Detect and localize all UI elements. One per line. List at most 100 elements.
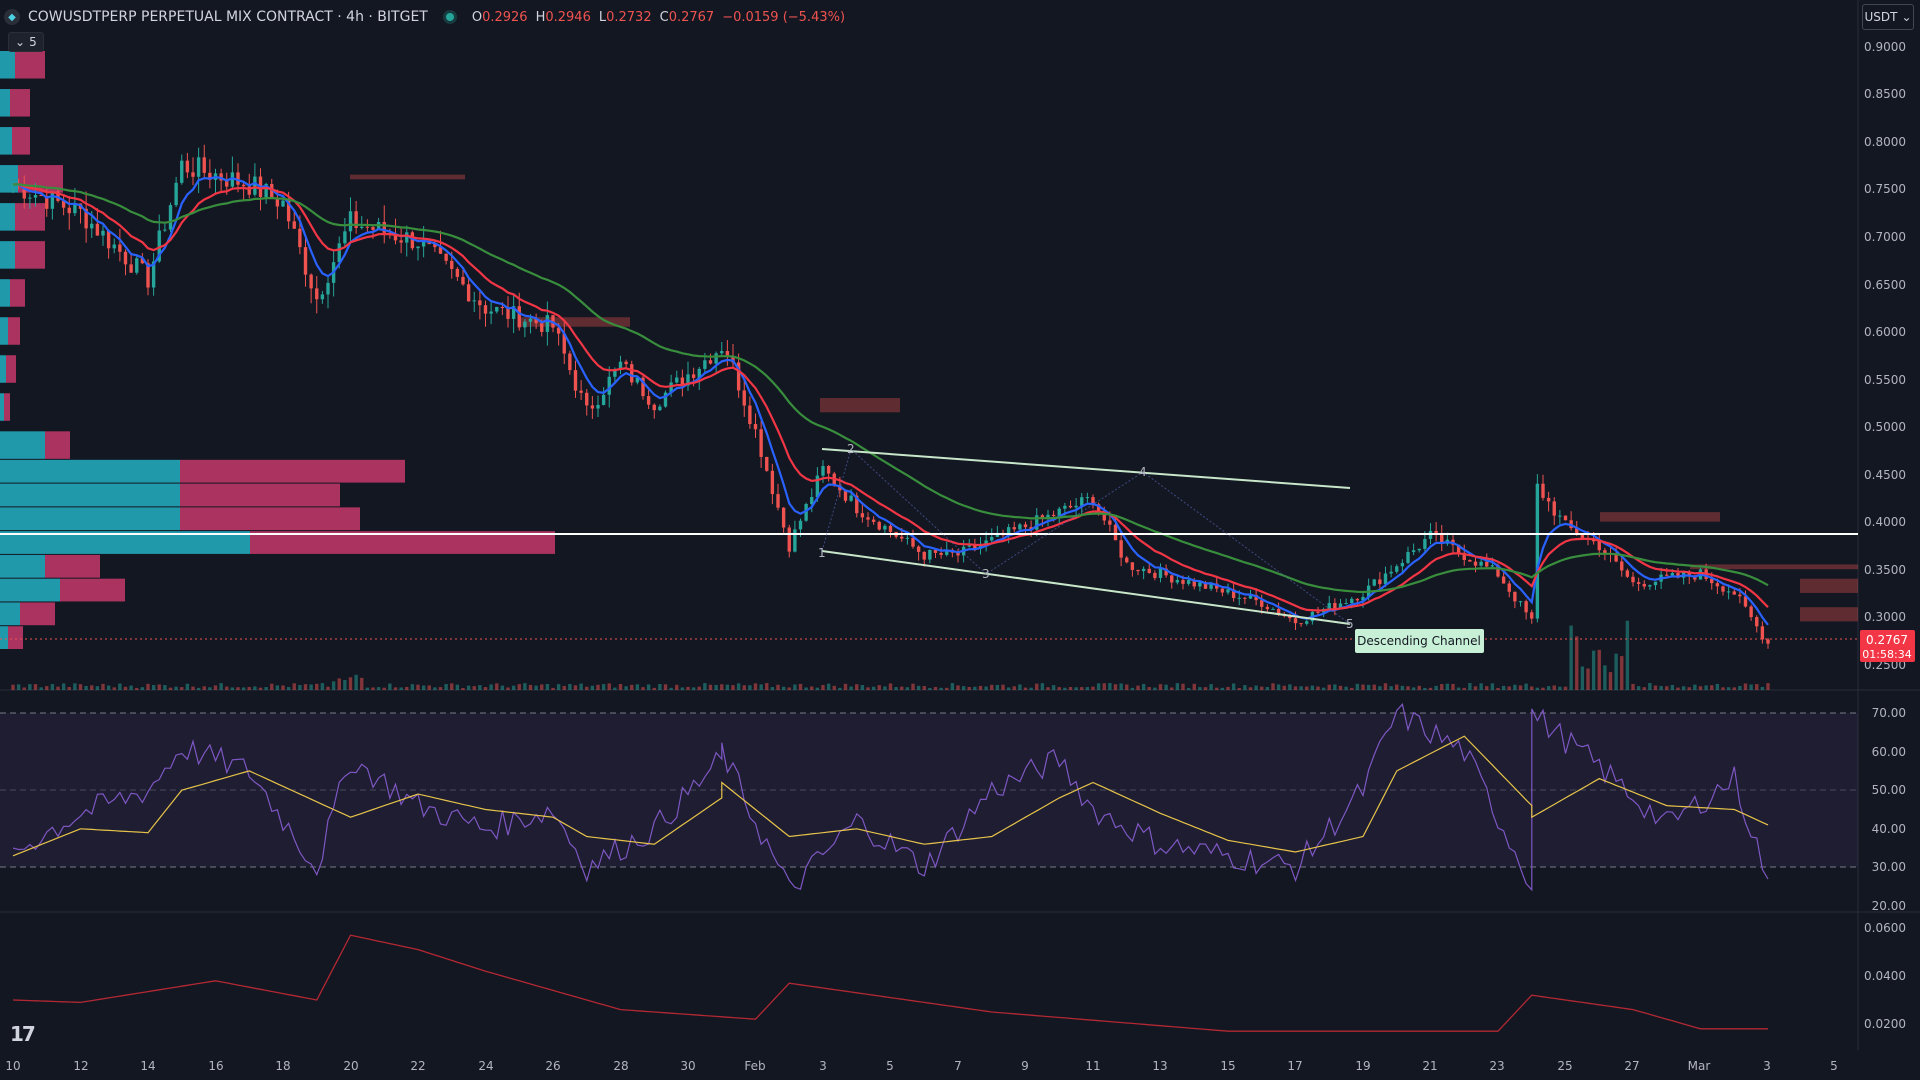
candle-body[interactable] bbox=[590, 405, 595, 409]
candle-body[interactable] bbox=[208, 172, 212, 180]
candle-body[interactable] bbox=[1552, 501, 1556, 516]
candle-body[interactable] bbox=[866, 517, 870, 520]
supply-zone[interactable] bbox=[820, 398, 900, 413]
candle-body[interactable] bbox=[1726, 591, 1731, 593]
candle-body[interactable] bbox=[1625, 570, 1630, 577]
candle-body[interactable] bbox=[720, 351, 724, 354]
candle-body[interactable] bbox=[343, 231, 347, 244]
candle-body[interactable] bbox=[1125, 557, 1129, 563]
candle-body[interactable] bbox=[1305, 621, 1309, 624]
candle-body[interactable] bbox=[1524, 601, 1528, 613]
candle-body[interactable] bbox=[703, 360, 707, 369]
candle-body[interactable] bbox=[365, 226, 370, 228]
market-status-dot-icon[interactable] bbox=[445, 13, 454, 21]
candle-body[interactable] bbox=[725, 351, 730, 357]
candle-body[interactable] bbox=[1636, 582, 1641, 584]
candle-body[interactable] bbox=[855, 495, 859, 514]
candle-body[interactable] bbox=[562, 333, 566, 354]
candle-body[interactable] bbox=[303, 247, 308, 275]
candle-body[interactable] bbox=[1642, 583, 1646, 587]
candle-body[interactable] bbox=[1665, 574, 1669, 576]
candle-body[interactable] bbox=[675, 377, 679, 383]
candle-body[interactable] bbox=[1080, 497, 1084, 506]
candle-body[interactable] bbox=[61, 200, 66, 208]
candle-body[interactable] bbox=[883, 525, 887, 530]
candle-body[interactable] bbox=[1361, 597, 1365, 601]
candle-body[interactable] bbox=[1237, 597, 1241, 599]
candle-body[interactable] bbox=[517, 306, 521, 328]
candle-body[interactable] bbox=[1755, 617, 1759, 627]
candle-body[interactable] bbox=[804, 504, 808, 521]
candle-body[interactable] bbox=[1507, 583, 1511, 592]
candle-body[interactable] bbox=[1046, 514, 1050, 519]
candle-body[interactable] bbox=[1175, 579, 1180, 583]
candle-body[interactable] bbox=[1456, 544, 1461, 553]
candle-body[interactable] bbox=[1085, 497, 1090, 499]
candle-body[interactable] bbox=[635, 377, 640, 383]
candle-body[interactable] bbox=[697, 368, 701, 378]
candle-body[interactable] bbox=[568, 353, 572, 371]
candle-body[interactable] bbox=[1535, 483, 1540, 619]
candle-body[interactable] bbox=[1760, 626, 1765, 640]
candle-body[interactable] bbox=[945, 549, 949, 555]
candle-body[interactable] bbox=[146, 263, 150, 288]
candle-body[interactable] bbox=[787, 527, 791, 552]
candle-body[interactable] bbox=[556, 327, 561, 334]
candle-body[interactable] bbox=[95, 223, 100, 236]
candle-body[interactable] bbox=[922, 551, 926, 560]
candle-body[interactable] bbox=[264, 184, 268, 197]
candle-body[interactable] bbox=[540, 323, 544, 332]
candle-body[interactable] bbox=[871, 519, 876, 522]
candle-body[interactable] bbox=[275, 197, 280, 207]
candle-body[interactable] bbox=[73, 203, 77, 214]
candle-body[interactable] bbox=[28, 197, 32, 199]
candle-body[interactable] bbox=[860, 513, 865, 518]
candle-body[interactable] bbox=[1164, 568, 1168, 576]
candle-body[interactable] bbox=[1518, 601, 1523, 603]
candle-body[interactable] bbox=[1231, 589, 1236, 599]
candle-body[interactable] bbox=[135, 258, 139, 273]
candle-body[interactable] bbox=[742, 390, 746, 406]
candle-body[interactable] bbox=[1153, 572, 1157, 578]
candle-body[interactable] bbox=[1575, 528, 1579, 535]
candle-body[interactable] bbox=[506, 307, 510, 319]
candle-body[interactable] bbox=[1265, 606, 1270, 610]
candle-body[interactable] bbox=[1541, 483, 1545, 498]
candle-body[interactable] bbox=[523, 321, 527, 328]
candle-body[interactable] bbox=[1563, 515, 1568, 521]
candle-body[interactable] bbox=[348, 211, 353, 232]
candle-body[interactable] bbox=[1113, 524, 1118, 541]
candle-body[interactable] bbox=[984, 540, 988, 546]
candle-body[interactable] bbox=[810, 497, 814, 505]
candle-body[interactable] bbox=[686, 374, 690, 386]
candle-body[interactable] bbox=[916, 546, 921, 552]
candle-body[interactable] bbox=[1051, 514, 1056, 516]
tradingview-logo-icon[interactable]: 17 bbox=[10, 1022, 36, 1046]
candle-body[interactable] bbox=[1687, 572, 1691, 577]
candle-body[interactable] bbox=[168, 205, 173, 230]
candle-body[interactable] bbox=[50, 191, 55, 209]
candle-body[interactable] bbox=[1006, 527, 1011, 536]
candle-body[interactable] bbox=[433, 244, 437, 248]
candle-body[interactable] bbox=[1271, 608, 1275, 610]
ema-mid-line[interactable] bbox=[13, 183, 1769, 612]
candle-body[interactable] bbox=[1288, 616, 1292, 619]
candle-body[interactable] bbox=[1192, 580, 1196, 587]
candle-body[interactable] bbox=[219, 173, 223, 181]
candle-body[interactable] bbox=[1029, 527, 1033, 530]
supply-zone[interactable] bbox=[350, 174, 465, 180]
candle-body[interactable] bbox=[67, 207, 71, 214]
candle-body[interactable] bbox=[1023, 524, 1028, 528]
candle-body[interactable] bbox=[1732, 591, 1736, 595]
candle-body[interactable] bbox=[511, 306, 516, 319]
supply-zone[interactable] bbox=[1800, 578, 1858, 593]
candle-body[interactable] bbox=[1473, 561, 1478, 566]
candle-body[interactable] bbox=[123, 251, 128, 265]
candle-body[interactable] bbox=[680, 377, 685, 386]
candle-body[interactable] bbox=[1462, 552, 1466, 561]
candle-body[interactable] bbox=[1614, 554, 1618, 562]
candle-body[interactable] bbox=[770, 470, 775, 495]
currency-select[interactable]: USDT ⌄ bbox=[1862, 4, 1914, 30]
candle-body[interactable] bbox=[736, 362, 741, 391]
